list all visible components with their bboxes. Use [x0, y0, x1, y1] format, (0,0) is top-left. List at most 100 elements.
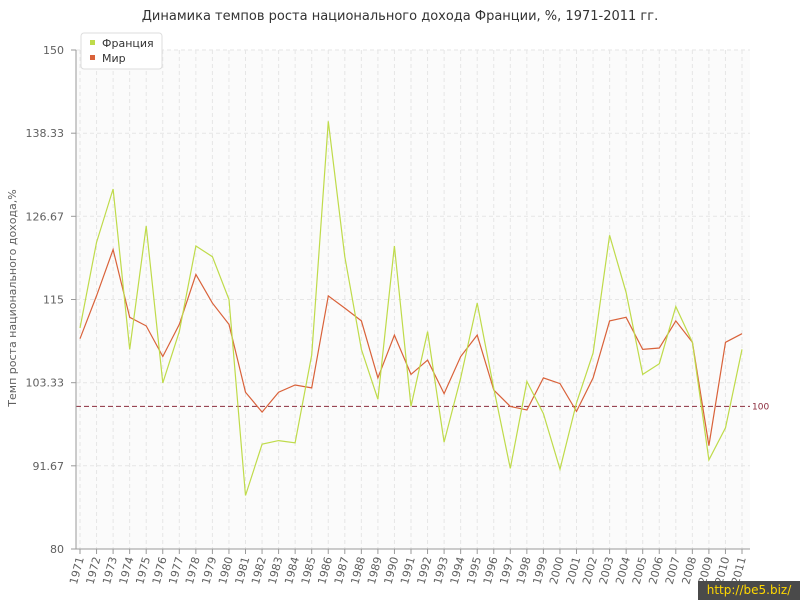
chart-title: Динамика темпов роста национального дохо…: [141, 9, 659, 24]
data-point[interactable]: [377, 377, 379, 379]
data-point[interactable]: [79, 338, 81, 340]
data-point[interactable]: [741, 333, 743, 335]
watermark: http://be5.biz/: [698, 581, 800, 600]
axes: [75, 50, 750, 550]
data-point[interactable]: [162, 382, 164, 384]
data-point[interactable]: [741, 348, 743, 350]
data-point[interactable]: [211, 302, 213, 304]
series-line[interactable]: [79, 247, 743, 446]
data-point[interactable]: [112, 248, 114, 250]
data-point[interactable]: [195, 273, 197, 275]
data-point[interactable]: [542, 412, 544, 414]
data-point[interactable]: [145, 325, 147, 327]
data-point[interactable]: [608, 320, 610, 322]
data-point[interactable]: [145, 225, 147, 227]
data-point[interactable]: [178, 330, 180, 332]
y-tick-label: 91.67: [33, 460, 65, 473]
data-point[interactable]: [327, 120, 329, 122]
reference-line-group: 100: [76, 402, 769, 412]
data-point[interactable]: [708, 459, 710, 461]
data-point[interactable]: [443, 392, 445, 394]
data-point[interactable]: [675, 320, 677, 322]
legend-swatch: [90, 40, 95, 45]
legend-label[interactable]: Мир: [102, 52, 126, 65]
data-point[interactable]: [559, 468, 561, 470]
data-point[interactable]: [79, 327, 81, 329]
reference-line-label: 100: [752, 402, 769, 412]
data-point[interactable]: [509, 467, 511, 469]
data-point[interactable]: [195, 245, 197, 247]
data-point[interactable]: [625, 316, 627, 318]
data-point[interactable]: [344, 256, 346, 258]
y-tick-labels: 80 91.67 103.33 115 126.67 138.33 150: [26, 44, 65, 556]
data-point[interactable]: [228, 323, 230, 325]
data-point[interactable]: [95, 241, 97, 243]
data-point[interactable]: [327, 295, 329, 297]
y-tick-label: 103.33: [26, 377, 65, 390]
data-point[interactable]: [658, 362, 660, 364]
data-point[interactable]: [377, 398, 379, 400]
data-point[interactable]: [476, 302, 478, 304]
legend-label[interactable]: Франция: [102, 37, 154, 50]
data-point[interactable]: [526, 380, 528, 382]
data-point[interactable]: [476, 334, 478, 336]
data-point[interactable]: [691, 341, 693, 343]
data-point[interactable]: [459, 377, 461, 379]
data-point[interactable]: [642, 348, 644, 350]
data-point[interactable]: [277, 439, 279, 441]
data-point[interactable]: [261, 411, 263, 413]
legend[interactable]: Франция Мир: [80, 32, 163, 70]
data-point[interactable]: [542, 377, 544, 379]
data-point[interactable]: [592, 352, 594, 354]
data-point[interactable]: [311, 354, 313, 356]
data-point[interactable]: [393, 334, 395, 336]
x-tick-labels: 1971197219731974197519761977197819791980…: [67, 549, 749, 586]
data-point[interactable]: [625, 291, 627, 293]
data-point[interactable]: [393, 245, 395, 247]
data-point[interactable]: [294, 442, 296, 444]
data-point[interactable]: [575, 402, 577, 404]
data-point[interactable]: [128, 316, 130, 318]
data-point[interactable]: [426, 359, 428, 361]
data-point[interactable]: [228, 298, 230, 300]
data-point[interactable]: [360, 320, 362, 322]
data-point[interactable]: [128, 348, 130, 350]
y-tick-label: 80: [50, 543, 64, 556]
data-point[interactable]: [311, 387, 313, 389]
data-point[interactable]: [608, 234, 610, 236]
data-point[interactable]: [675, 305, 677, 307]
data-point[interactable]: [526, 409, 528, 411]
data-point[interactable]: [708, 444, 710, 446]
data-point[interactable]: [162, 355, 164, 357]
data-point[interactable]: [459, 355, 461, 357]
data-point[interactable]: [95, 295, 97, 297]
data-point[interactable]: [493, 387, 495, 389]
data-point[interactable]: [559, 382, 561, 384]
data-point[interactable]: [211, 256, 213, 258]
data-point[interactable]: [112, 188, 114, 190]
y-tick-label: 126.67: [26, 210, 65, 223]
series-lines: [79, 120, 743, 496]
data-point[interactable]: [658, 347, 660, 349]
data-point[interactable]: [443, 441, 445, 443]
series-line[interactable]: [79, 121, 743, 496]
data-point[interactable]: [261, 443, 263, 445]
data-point[interactable]: [642, 373, 644, 375]
data-point[interactable]: [410, 405, 412, 407]
data-point[interactable]: [360, 348, 362, 350]
data-point[interactable]: [426, 330, 428, 332]
data-point[interactable]: [592, 377, 594, 379]
data-point[interactable]: [509, 405, 511, 407]
legend-swatch: [90, 55, 95, 60]
data-point[interactable]: [277, 391, 279, 393]
data-point[interactable]: [244, 494, 246, 496]
data-point[interactable]: [294, 384, 296, 386]
data-point[interactable]: [724, 341, 726, 343]
y-axis-label: Темп роста национального дохода,%: [6, 189, 19, 407]
data-point[interactable]: [344, 307, 346, 309]
data-point[interactable]: [575, 410, 577, 412]
data-point[interactable]: [244, 391, 246, 393]
data-point[interactable]: [724, 427, 726, 429]
data-point[interactable]: [410, 373, 412, 375]
